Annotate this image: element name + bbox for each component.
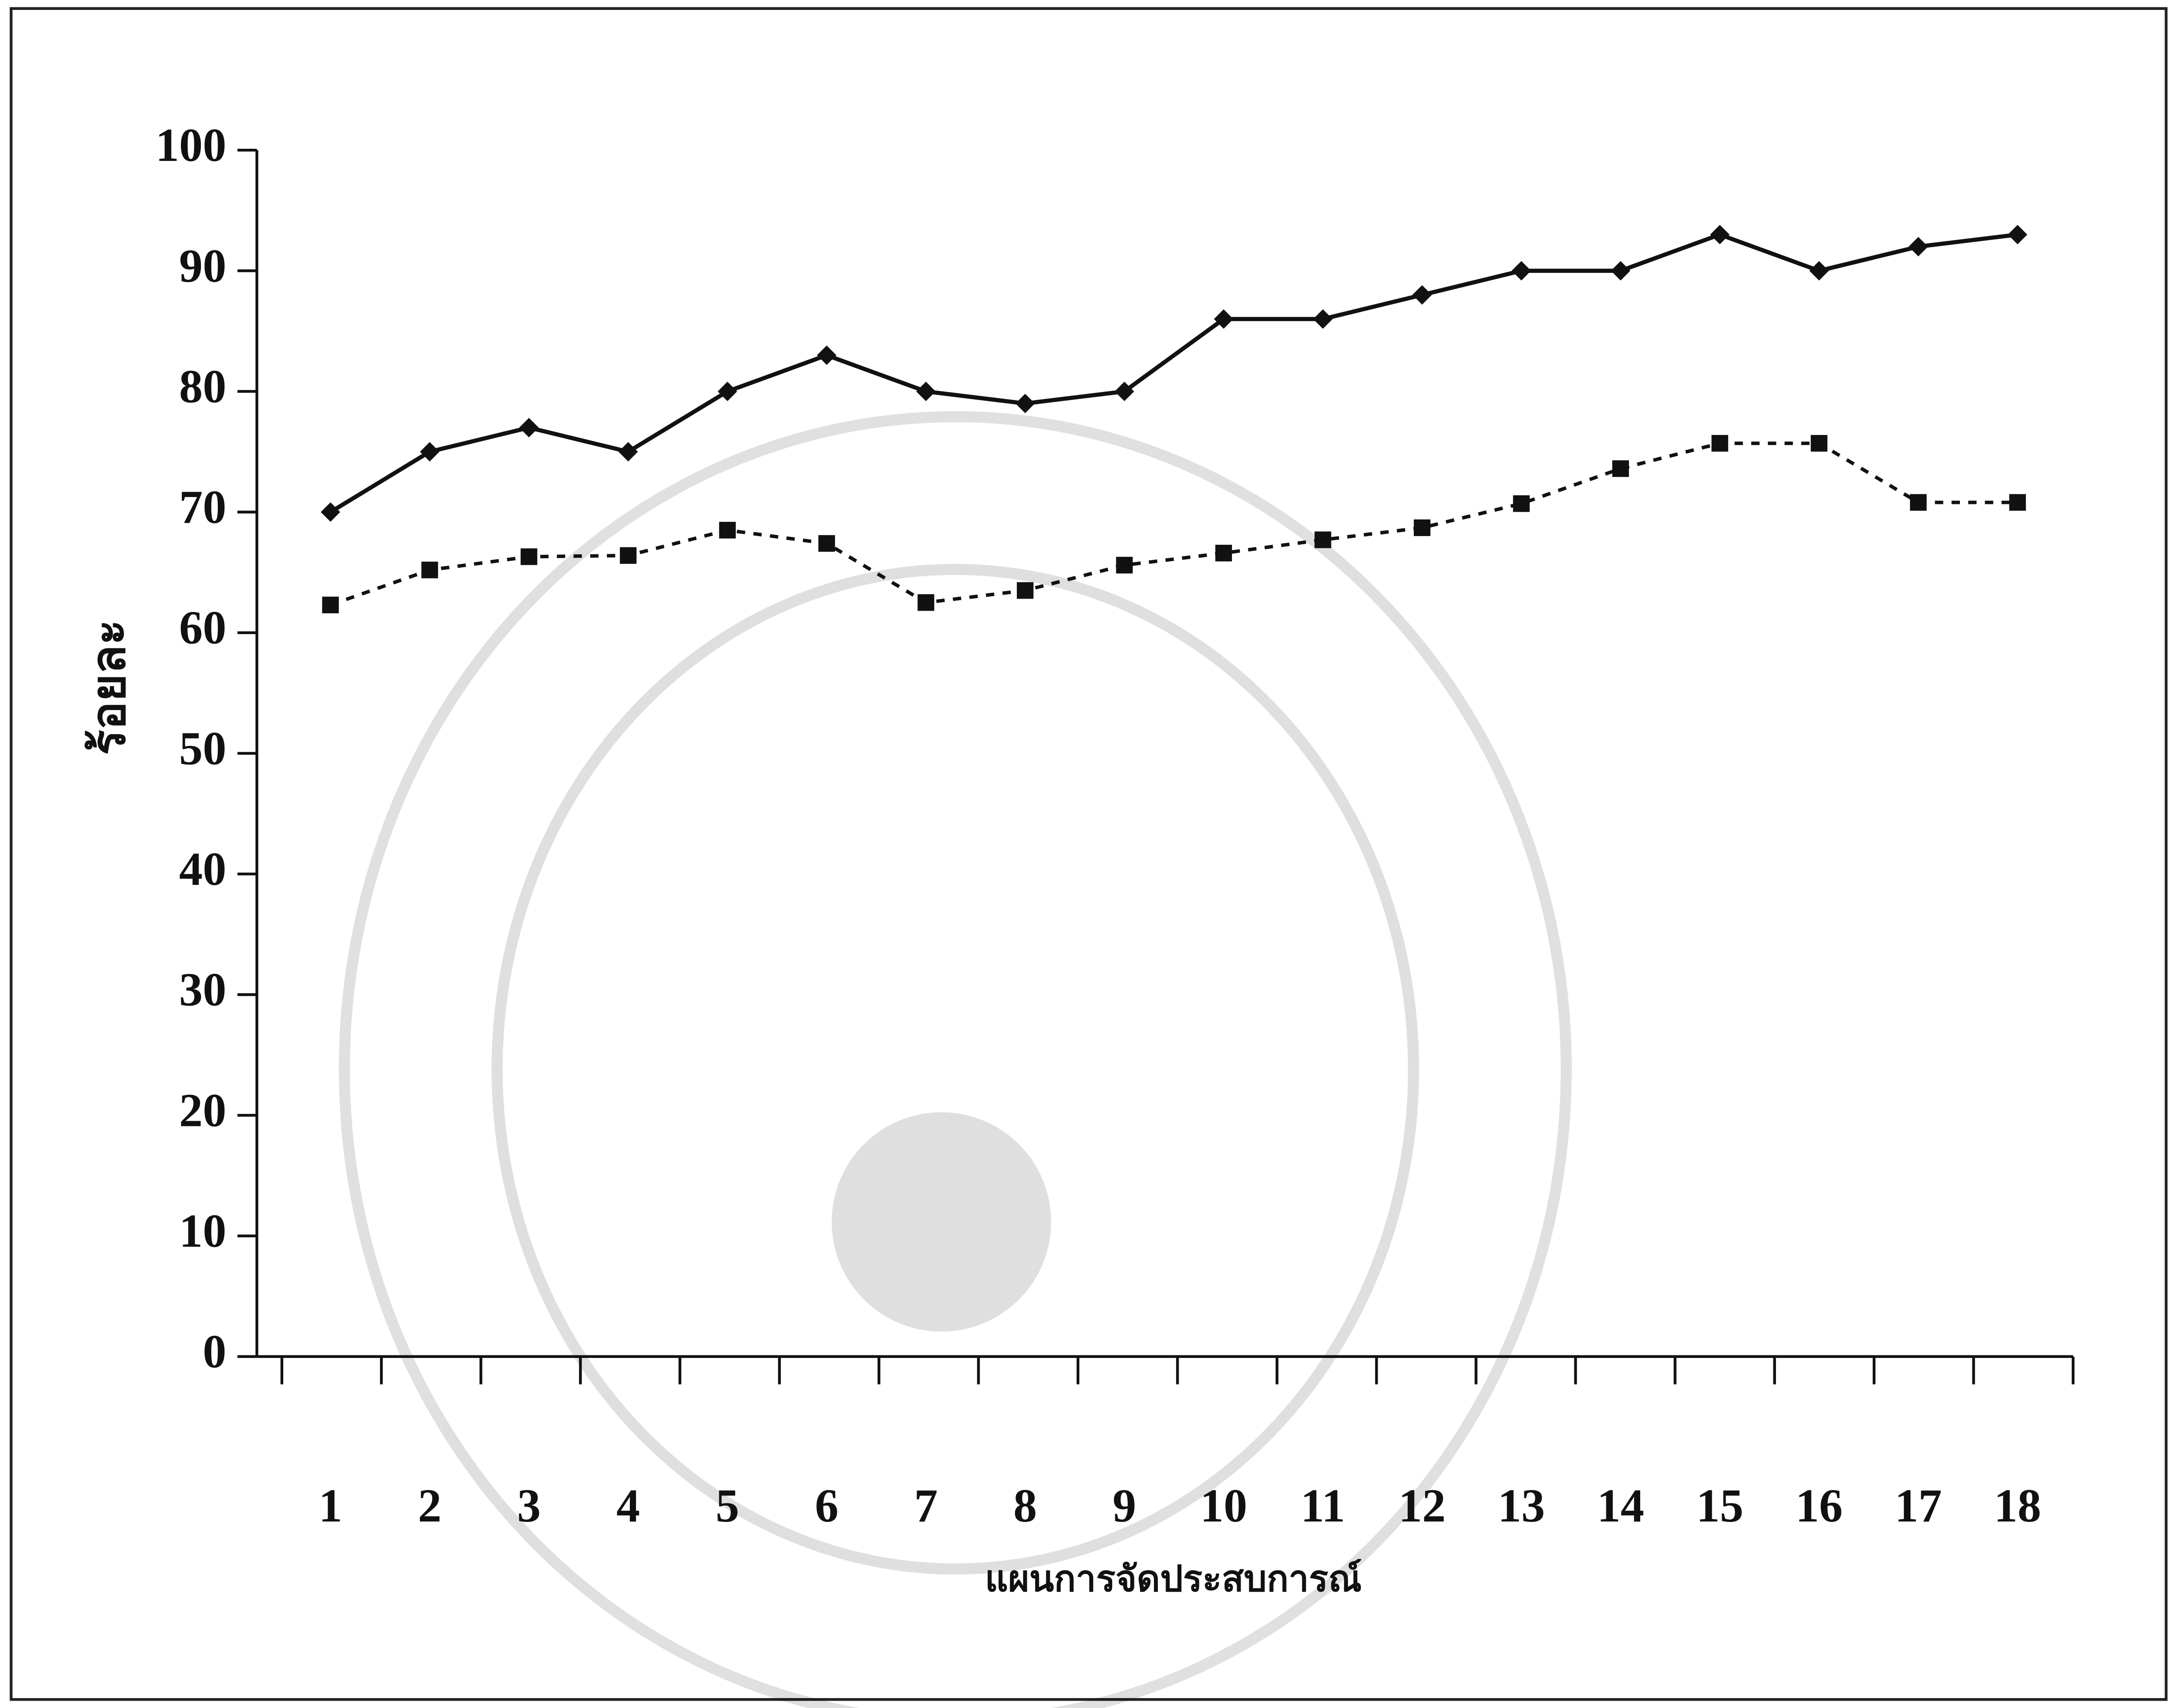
point [322, 596, 339, 614]
point [916, 382, 936, 401]
point [421, 561, 438, 579]
y-axis-title: ร้อยละ [82, 620, 135, 756]
point [719, 522, 736, 539]
series-line [329, 232, 2018, 514]
x-tick-label: 6 [815, 1479, 838, 1532]
y-tick-label: 60 [179, 602, 226, 654]
point [1215, 544, 1232, 562]
y-tick-label: 90 [179, 239, 226, 292]
point [1513, 495, 1530, 512]
x-tick-label: 8 [1013, 1479, 1037, 1532]
point [2008, 225, 2028, 245]
x-tick-label: 1 [319, 1479, 342, 1532]
x-tick-label: 7 [914, 1479, 937, 1532]
y-tick-label: 0 [203, 1325, 226, 1378]
x-tick-label: 4 [616, 1479, 640, 1532]
point [1511, 261, 1531, 281]
point [618, 442, 638, 461]
point [420, 442, 439, 461]
point [718, 382, 737, 401]
watermark [339, 411, 1572, 1708]
point [1313, 309, 1333, 329]
point [1015, 393, 1035, 413]
frame [10, 7, 2168, 1701]
watermark-seal [832, 1112, 1052, 1332]
y-tick-label: 30 [179, 963, 226, 1016]
x-tick-label: 9 [1113, 1479, 1136, 1532]
point [1114, 382, 1134, 401]
point [917, 594, 934, 611]
point [1908, 237, 1928, 257]
point [1710, 225, 1730, 245]
point [2009, 494, 2026, 511]
point [521, 548, 537, 565]
point [1414, 519, 1431, 536]
x-tick-label: 10 [1200, 1479, 1247, 1532]
watermark-ring [339, 411, 1572, 1708]
y-tick-label: 40 [179, 843, 226, 895]
point [1214, 309, 1234, 329]
point [1612, 460, 1629, 477]
y-tick-label: 10 [179, 1205, 226, 1257]
x-tick-label: 5 [716, 1479, 739, 1532]
x-tick-label: 12 [1399, 1479, 1446, 1532]
point [1711, 435, 1728, 452]
y-tick-label: 50 [179, 722, 226, 775]
x-tick-label: 15 [1696, 1479, 1743, 1532]
point [619, 547, 637, 564]
x-tick-label: 3 [517, 1479, 541, 1532]
watermark-ring [491, 564, 1419, 1575]
x-tick-label: 11 [1301, 1479, 1345, 1532]
point [1809, 261, 1829, 281]
point [519, 418, 539, 438]
x-tick-label: 18 [1994, 1479, 2041, 1532]
x-tick-label: 17 [1895, 1479, 1942, 1532]
point [817, 345, 837, 365]
point [1314, 531, 1331, 548]
y-tick-label: 70 [179, 481, 226, 533]
y-tick-label: 80 [179, 360, 226, 412]
y-tick-label: 20 [179, 1084, 226, 1136]
x-tick-label: 14 [1597, 1479, 1644, 1532]
point [1611, 261, 1631, 281]
series-line [330, 442, 2018, 607]
point [1811, 435, 1828, 452]
y-tick-label: 100 [155, 119, 226, 171]
x-axis-title: แผนการจัดประสบการณ์ [985, 1559, 1362, 1600]
x-tick-label: 16 [1795, 1479, 1843, 1532]
point [321, 502, 341, 522]
point [1016, 582, 1034, 599]
point [1116, 556, 1133, 574]
x-tick-label: 2 [418, 1479, 441, 1532]
point [1412, 285, 1432, 305]
x-tick-label: 13 [1498, 1479, 1545, 1532]
point [1910, 494, 1927, 511]
point [818, 535, 835, 552]
